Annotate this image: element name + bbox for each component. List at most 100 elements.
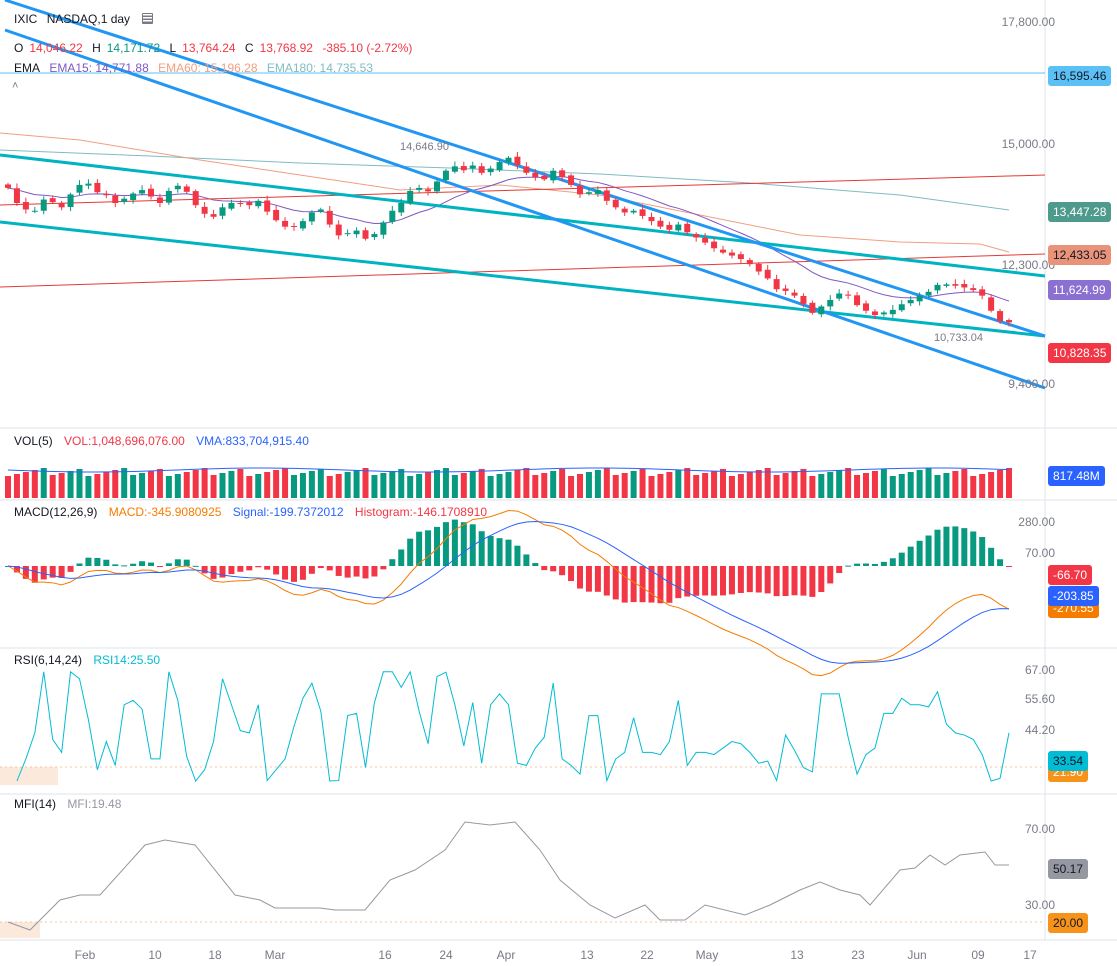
channel-upper-line bbox=[0, 153, 1046, 278]
candle-body bbox=[979, 289, 986, 296]
collapse-chevron-icon[interactable]: ˄ bbox=[12, 80, 19, 92]
candle-body bbox=[273, 209, 280, 221]
candle-body bbox=[299, 221, 306, 229]
macd-legend[interactable]: MACD(12,26,9) MACD:-345.9080925 Signal:-… bbox=[14, 505, 495, 519]
low-annotation: 10,733.04 bbox=[934, 332, 983, 344]
volume-bar bbox=[148, 471, 154, 498]
volume-bar bbox=[174, 474, 181, 498]
low-value: 13,764.24 bbox=[182, 41, 236, 55]
time-tick: Apr bbox=[496, 948, 516, 962]
macd-histogram-bar bbox=[728, 566, 735, 595]
volume-bar bbox=[201, 468, 208, 498]
macd-histogram-bar bbox=[130, 563, 137, 566]
price-tick: 17,800.00 bbox=[1001, 15, 1055, 29]
volume-bar bbox=[371, 475, 378, 498]
rsi-title: RSI(6,14,24) bbox=[14, 653, 83, 667]
volume-bar bbox=[255, 474, 262, 498]
candle-body bbox=[988, 297, 995, 311]
mfi-value: MFI:19.48 bbox=[67, 797, 122, 811]
rsi-oversold-fill bbox=[0, 767, 58, 785]
candle-body bbox=[907, 299, 914, 304]
macd-tick: 280.00 bbox=[1018, 515, 1055, 529]
candle-body bbox=[621, 208, 628, 213]
macd-histogram-bar bbox=[648, 566, 655, 603]
volume-bar bbox=[702, 473, 709, 498]
signal-badge: -203.85 bbox=[1048, 586, 1099, 606]
open-label: O bbox=[14, 41, 24, 55]
macd-histogram-bar bbox=[317, 566, 324, 569]
symbol-name[interactable]: IXIC bbox=[14, 12, 38, 26]
candle-body bbox=[237, 203, 244, 204]
macd-histogram-bar bbox=[755, 566, 762, 593]
ema15-value: EMA15: 14,771.88 bbox=[49, 61, 149, 75]
macd-histogram-bar bbox=[836, 566, 843, 574]
volume-bar bbox=[362, 468, 369, 498]
macd-histogram-bar bbox=[737, 566, 744, 593]
candle-body bbox=[174, 185, 181, 190]
candle-body bbox=[210, 214, 217, 217]
macd-histogram-bar bbox=[139, 561, 146, 566]
candle-body bbox=[827, 299, 834, 307]
macd-histogram-bar bbox=[201, 566, 208, 574]
volume-bar bbox=[827, 472, 834, 498]
macd-histogram-bar bbox=[22, 566, 29, 579]
macd-histogram-bar bbox=[13, 566, 20, 573]
macd-histogram-bar bbox=[407, 538, 414, 566]
symbol-title: NASDAQ,1 day bbox=[46, 12, 131, 26]
candle-body bbox=[94, 182, 101, 193]
candle-body bbox=[836, 293, 843, 299]
candle-body bbox=[362, 230, 369, 239]
macd-histogram-bar bbox=[916, 540, 923, 566]
candle-body bbox=[1006, 320, 1012, 323]
candle-body bbox=[255, 200, 262, 207]
volume-bar bbox=[648, 476, 655, 498]
volume-bar bbox=[979, 474, 986, 498]
candle-body bbox=[451, 166, 458, 172]
mfi-legend[interactable]: MFI(14) MFI:19.48 bbox=[14, 797, 129, 811]
macd-histogram-bar bbox=[1006, 566, 1012, 567]
mfi-title: MFI(14) bbox=[14, 797, 56, 811]
volume-bar bbox=[603, 468, 610, 498]
macd-histogram-bar bbox=[326, 566, 333, 571]
volume-legend[interactable]: VOL(5) VOL:1,048,696,076.00 VMA:833,704,… bbox=[14, 434, 317, 448]
macd-histogram-bar bbox=[720, 566, 726, 596]
signal-line bbox=[7, 521, 1010, 664]
macd-histogram-bar bbox=[371, 566, 378, 577]
volume-bar bbox=[871, 471, 878, 498]
macd-histogram-bar bbox=[782, 566, 789, 597]
mfi-oversold-fill bbox=[0, 922, 40, 938]
ema-legend[interactable]: EMA EMA15: 14,771.88 EMA60: 15,196.28 EM… bbox=[14, 61, 379, 75]
volume-bar bbox=[291, 475, 297, 498]
macd-histogram-bar bbox=[925, 535, 932, 566]
candle-body bbox=[282, 220, 289, 227]
volume-bar bbox=[219, 473, 226, 498]
volume-bar bbox=[746, 472, 753, 498]
ema180-price-badge: 13,447.28 bbox=[1048, 202, 1112, 222]
volume-bar bbox=[478, 469, 485, 498]
volume-bar bbox=[5, 476, 11, 498]
mfi-tick: 70.00 bbox=[1024, 822, 1055, 836]
macd-histogram-bar bbox=[934, 529, 941, 566]
macd-histogram-bar bbox=[76, 563, 83, 566]
low-label: L bbox=[169, 41, 177, 55]
data-window-icon[interactable] bbox=[142, 13, 154, 24]
time-tick: 16 bbox=[378, 948, 392, 962]
rsi-legend[interactable]: RSI(6,14,24) RSI14:25.50 bbox=[14, 653, 168, 667]
volume-bar bbox=[416, 474, 423, 498]
macd-histogram-bar bbox=[961, 528, 968, 566]
macd-histogram-bar bbox=[979, 537, 986, 566]
volume-bar bbox=[961, 469, 968, 498]
channel-lower-line bbox=[0, 220, 1046, 338]
candle-body bbox=[112, 195, 119, 203]
rsi-tick: 44.20 bbox=[1024, 723, 1055, 737]
macd-histogram-bar bbox=[398, 549, 405, 566]
volume-bar bbox=[639, 469, 646, 498]
candle-body bbox=[434, 181, 440, 192]
candle-body bbox=[5, 184, 11, 188]
candle-body bbox=[442, 170, 449, 181]
macd-histogram-bar bbox=[112, 564, 119, 566]
volume-bar bbox=[836, 470, 843, 498]
mfi-line bbox=[7, 821, 1009, 931]
red-trend-line bbox=[0, 174, 1046, 206]
